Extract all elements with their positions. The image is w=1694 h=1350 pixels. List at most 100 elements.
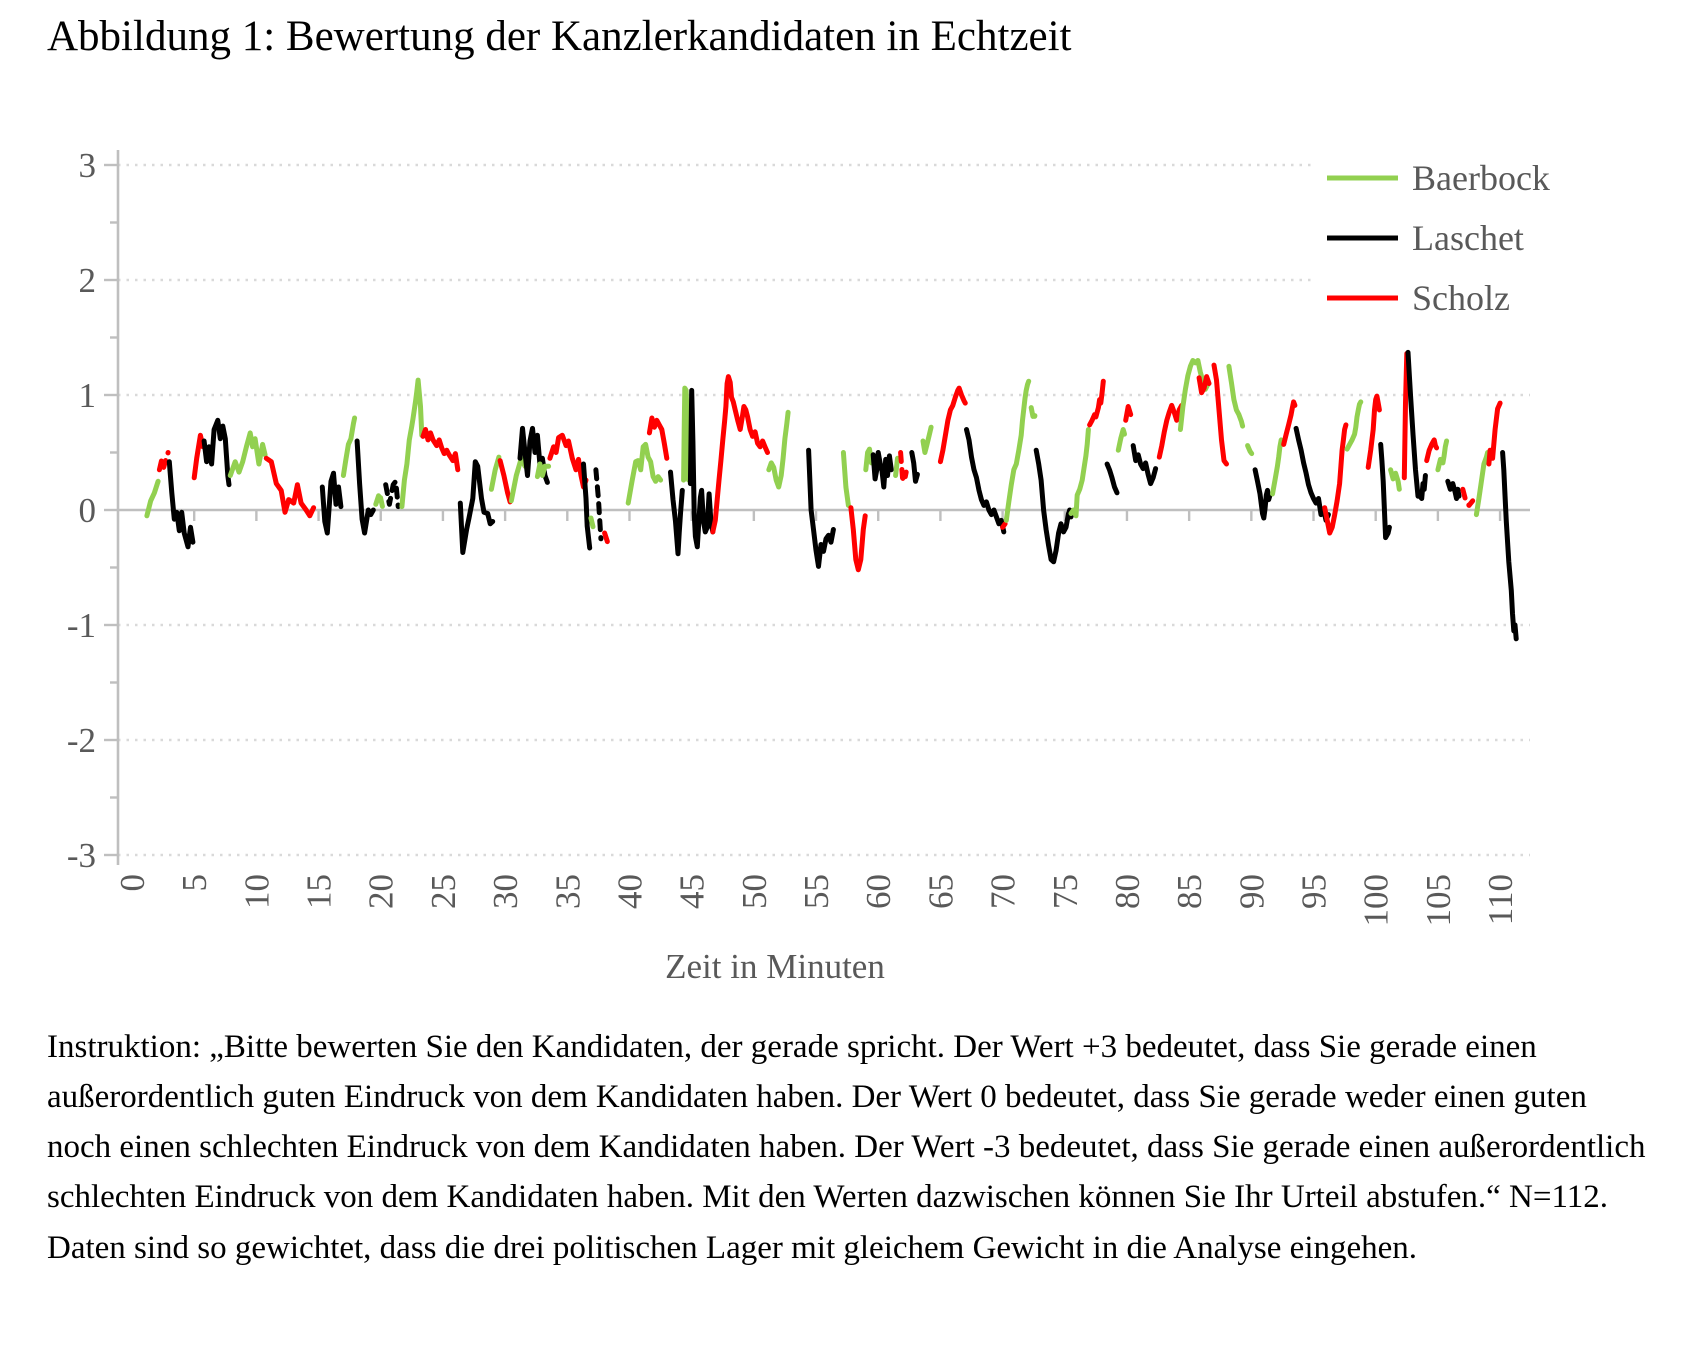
series-segment-scholz (1460, 486, 1476, 508)
series-segment-baerbock (1270, 437, 1284, 497)
y-tick-label: 0 (79, 491, 97, 530)
series-segment-baerbock (534, 461, 552, 480)
series-segment-baerbock (399, 377, 425, 510)
series-segment-scholz (191, 432, 206, 481)
series-segment-laschet (909, 450, 920, 484)
series-segment-scholz (420, 427, 461, 473)
series-segment-laschet (593, 467, 604, 542)
series-segment-scholz (646, 415, 670, 461)
series-segment-laschet (1252, 467, 1273, 521)
series-segment-scholz (497, 458, 513, 505)
series-segment-scholz (1087, 378, 1106, 428)
y-tick-label: -3 (67, 836, 96, 875)
x-tick-label: 90 (1232, 874, 1271, 909)
series-segment-laschet (806, 447, 836, 569)
series-segment-baerbock (1068, 427, 1091, 519)
series-segment-baerbock (681, 385, 692, 483)
legend-label: Baerbock (1412, 158, 1550, 198)
series-segment-laschet (383, 478, 401, 510)
y-tick-label: 1 (79, 376, 97, 415)
series-segment-baerbock (863, 446, 874, 473)
series-segment-scholz (547, 432, 589, 490)
x-axis-title: Zeit in Minuten (665, 947, 885, 986)
series-segment-scholz (1424, 437, 1440, 464)
series-segment-scholz (1401, 351, 1410, 481)
series-segment-laschet (1033, 447, 1074, 565)
series-segment-baerbock (1226, 363, 1246, 429)
series-segment-scholz (1000, 521, 1008, 530)
x-tick-label: 95 (1295, 874, 1334, 909)
series-segment-laschet (1405, 349, 1428, 501)
series-segment-laschet (687, 387, 716, 550)
series-segment-baerbock (1028, 405, 1038, 423)
series-segment-scholz (156, 450, 171, 473)
x-tick-label: 110 (1481, 874, 1520, 925)
series-segment-baerbock (373, 490, 386, 513)
x-tick-label: 45 (673, 874, 712, 909)
x-tick-label: 70 (984, 874, 1023, 909)
series-segment-laschet (668, 469, 685, 557)
x-tick-label: 75 (1046, 874, 1085, 909)
x-tick-label: 30 (486, 874, 525, 909)
series-segment-laschet (319, 470, 344, 536)
legend-item-scholz: Scholz (1327, 278, 1510, 318)
series-segment-laschet (517, 425, 550, 485)
series-segment-scholz (1322, 422, 1349, 536)
series-segment-baerbock (227, 430, 268, 478)
series-segment-scholz (1156, 402, 1185, 460)
x-tick-label: 20 (362, 874, 401, 909)
series-segment-laschet (1500, 450, 1519, 642)
legend-label: Scholz (1412, 278, 1510, 318)
x-tick-label: 55 (797, 874, 836, 909)
series-segment-laschet (870, 450, 894, 490)
x-tick-label: 65 (921, 874, 960, 909)
instruction-text: Instruktion: „Bitte bewerten Sie den Kan… (47, 1029, 1646, 1266)
series-segment-scholz (602, 530, 611, 547)
x-tick-label: 40 (610, 874, 649, 909)
series-segment-baerbock (920, 424, 934, 455)
series-segment-baerbock (625, 441, 664, 506)
legend-item-laschet: Laschet (1327, 218, 1524, 258)
series-segment-laschet (964, 427, 1007, 535)
y-tick-label: -2 (67, 721, 96, 760)
x-tick-label: 60 (859, 874, 898, 909)
series-segment-baerbock (840, 450, 851, 508)
series-segment-scholz (937, 385, 968, 465)
series-segment-scholz (263, 455, 317, 519)
x-tick-label: 15 (300, 874, 339, 909)
series-segment-laschet (1104, 461, 1120, 496)
series-segment-laschet (1445, 478, 1462, 501)
series-segment-baerbock (144, 478, 161, 519)
plot-series (144, 349, 1519, 642)
y-tick-label: -1 (67, 606, 96, 645)
x-tick-label: 25 (424, 874, 463, 909)
x-tick-label: 50 (735, 874, 774, 909)
series-segment-scholz (1486, 400, 1503, 467)
figure-title: Abbildung 1: Bewertung der Kanzlerkandid… (47, 13, 1072, 60)
series-segment-scholz (710, 374, 770, 535)
series-segment-baerbock (1177, 358, 1211, 432)
series-segment-laschet (166, 459, 196, 550)
series-segment-baerbock (340, 415, 358, 478)
series-segment-baerbock (893, 455, 900, 478)
series-segment-baerbock (1115, 427, 1127, 453)
series-segment-scholz (1365, 393, 1382, 470)
x-tick-label: 105 (1419, 874, 1458, 927)
series-segment-laschet (201, 417, 232, 488)
y-tick-label: 2 (79, 261, 97, 300)
series-segment-scholz (1123, 404, 1134, 423)
series-segment-scholz (848, 505, 868, 573)
x-tick-label: 100 (1357, 874, 1396, 927)
legend-label: Laschet (1412, 218, 1524, 258)
series-segment-baerbock (588, 515, 596, 531)
x-tick-label: 5 (175, 874, 214, 892)
series-segment-laschet (457, 459, 496, 555)
series-segment-scholz (1281, 399, 1298, 447)
series-segment-baerbock (1344, 399, 1364, 452)
series-segment-baerbock (1388, 467, 1402, 492)
series-segment-baerbock (1245, 443, 1256, 458)
series-segment-scholz (1211, 362, 1229, 467)
series-segment-laschet (1130, 443, 1159, 487)
